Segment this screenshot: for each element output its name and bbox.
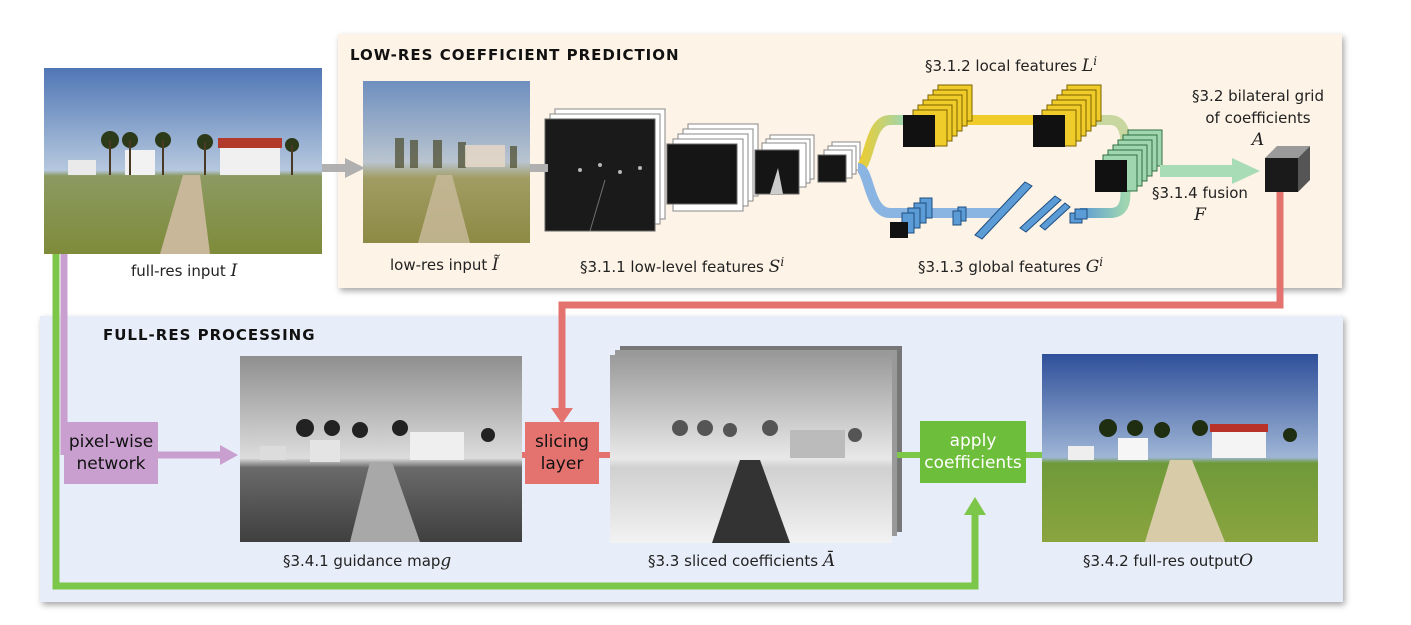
bilateral-grid-symbol: A	[1251, 130, 1265, 150]
pixel-wise-network-line2: network	[76, 454, 146, 474]
low-res-input-label: low-res input	[390, 256, 488, 274]
local-features-symbol: L	[1081, 56, 1094, 76]
low-level-features-caption: §3.1.1 low-level features Si	[580, 255, 784, 277]
local-branch-connector	[856, 115, 905, 173]
low-res-section-title: LOW-RES COEFFICIENT PREDICTION	[350, 46, 680, 64]
full-res-input-symbol: I	[230, 261, 238, 281]
global-features-superscript: i	[1099, 255, 1104, 269]
full-res-output-caption: §3.4.2 full-res outputO	[1083, 551, 1253, 571]
bilateral-grid-caption: §3.2 bilateral grid of coefficients A	[1183, 85, 1333, 151]
low-res-input-image	[363, 81, 530, 243]
global-features-label: §3.1.3 global features	[918, 258, 1081, 276]
sliced-coefficients-label: §3.3 sliced coefficients	[648, 552, 819, 570]
guidance-map-caption: §3.4.1 guidance mapg	[283, 551, 451, 571]
guidance-map-symbol: g	[440, 551, 452, 571]
low-level-features-label: §3.1.1 low-level features	[580, 258, 764, 276]
local-feature-stacks	[903, 84, 1102, 147]
sliced-coefficients-caption: §3.3 sliced coefficients Ā	[648, 551, 835, 571]
bilateral-grid-label-line1: §3.2 bilateral grid	[1192, 87, 1324, 105]
local-features-label: §3.1.2 local features	[925, 57, 1078, 75]
full-res-output-symbol: O	[1239, 551, 1254, 571]
input-to-apply-arrow	[52, 254, 979, 590]
low-res-input-symbol: Ĩ	[492, 255, 499, 275]
sliced-coefficients-symbol: Ā	[822, 551, 836, 571]
global-branch-connector	[856, 163, 1000, 218]
low-level-features-superscript: i	[780, 255, 785, 269]
full-res-input-label: full-res input	[131, 262, 226, 280]
bilateral-grid-cube	[1265, 146, 1310, 192]
full-res-input-caption: full-res input I	[131, 261, 237, 281]
apply-coefficients-line1: apply	[949, 431, 997, 451]
slicing-layer-box: slicing layer	[525, 422, 599, 484]
full-res-output-label: §3.4.2 full-res output	[1083, 552, 1240, 570]
sliced-coefficients-image	[610, 346, 902, 543]
apply-coefficients-line2: coefficients	[924, 453, 1022, 473]
slicing-layer-line2: layer	[540, 454, 584, 474]
local-features-caption: §3.1.2 local features Li	[925, 54, 1097, 76]
full-res-input-image	[44, 68, 322, 254]
low-res-input-caption: low-res input Ĩ	[390, 255, 499, 275]
pixel-wise-network-line1: pixel-wise	[68, 432, 154, 452]
low-level-features-symbol: S	[768, 257, 781, 277]
pixel-wise-network-box: pixel-wise network	[64, 422, 158, 484]
global-features-caption: §3.1.3 global features Gi	[918, 255, 1103, 277]
fusion-caption: §3.1.4 fusion F	[1150, 182, 1250, 226]
fusion-symbol: F	[1194, 205, 1206, 225]
full-res-section-title: FULL-RES PROCESSING	[103, 326, 316, 344]
guidance-map-label: §3.4.1 guidance map	[283, 552, 441, 570]
global-features-symbol: G	[1085, 257, 1100, 277]
guidance-map-image	[240, 356, 522, 542]
bilateral-grid-label-line2: of coefficients	[1205, 109, 1311, 127]
local-features-superscript: i	[1093, 54, 1098, 68]
gray-arrows	[322, 158, 548, 178]
fusion-feature-stacks	[1095, 129, 1163, 192]
fusion-label: §3.1.4 fusion	[1152, 184, 1248, 202]
apply-coefficients-box: apply coefficients	[920, 421, 1026, 483]
global-feature-blocks	[890, 181, 1088, 240]
low-level-feature-stacks	[544, 108, 861, 232]
slicing-layer-line1: slicing	[535, 432, 589, 452]
grid-to-slicing-arrow	[558, 192, 1284, 410]
full-res-output-image	[1042, 354, 1318, 542]
